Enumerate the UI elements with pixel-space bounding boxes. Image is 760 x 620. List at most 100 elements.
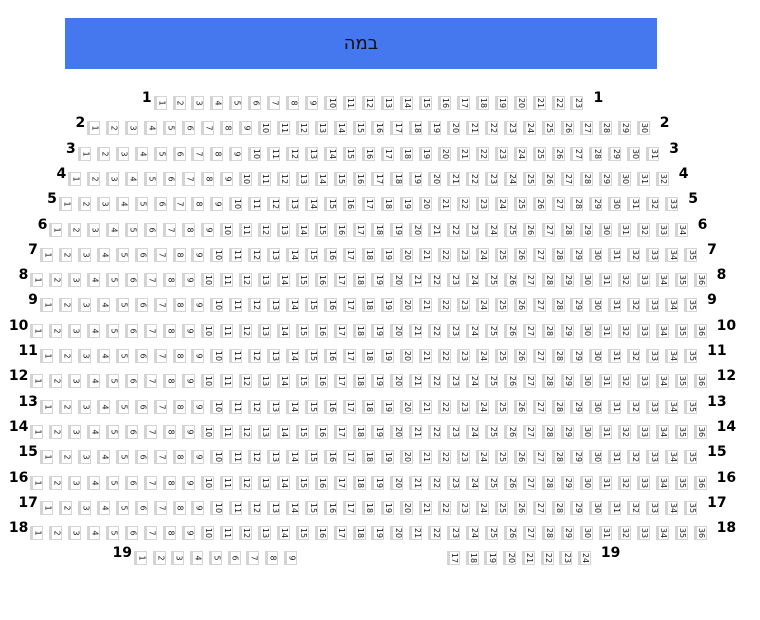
seat[interactable]: 18	[475, 96, 489, 110]
seat[interactable]: 5	[106, 374, 120, 389]
seat[interactable]: 30	[579, 424, 593, 439]
seat[interactable]: 28	[551, 349, 565, 363]
seat[interactable]: 12	[248, 450, 262, 465]
seat[interactable]: 6	[125, 374, 139, 389]
seat[interactable]: 34	[665, 500, 679, 515]
seat[interactable]: 28	[598, 121, 612, 136]
seat[interactable]: 33	[636, 424, 650, 439]
seat[interactable]: 16	[314, 323, 328, 338]
seat[interactable]: 33	[636, 526, 650, 541]
seat[interactable]: 10	[200, 424, 214, 439]
seat[interactable]: 10	[200, 374, 214, 389]
seat[interactable]: 35	[684, 500, 698, 515]
seat[interactable]: 9	[181, 273, 195, 288]
seat[interactable]: 19	[399, 197, 413, 212]
seat[interactable]: 26	[513, 450, 527, 465]
seat[interactable]: 5	[115, 500, 129, 515]
seat[interactable]: 16	[371, 121, 385, 136]
seat[interactable]: 7	[144, 323, 158, 338]
seat[interactable]: 12	[238, 526, 252, 541]
seat[interactable]: 24	[475, 349, 489, 363]
seat[interactable]: 22	[437, 399, 451, 414]
seat[interactable]: 13	[276, 222, 290, 237]
seat[interactable]: 17	[343, 450, 357, 465]
seat[interactable]: 32	[655, 171, 669, 186]
seat[interactable]: 29	[570, 450, 584, 465]
seat[interactable]: 5	[208, 551, 222, 566]
seat[interactable]: 26	[560, 121, 574, 136]
seat[interactable]: 24	[494, 197, 508, 212]
seat[interactable]: 3	[68, 475, 82, 490]
seat[interactable]: 25	[542, 121, 556, 136]
seat[interactable]: 25	[494, 247, 508, 262]
seat[interactable]: 4	[125, 171, 139, 186]
seat[interactable]: 6	[134, 450, 148, 465]
seat[interactable]: 21	[532, 96, 546, 110]
seat[interactable]: 23	[447, 273, 461, 288]
seat[interactable]: 5	[106, 424, 120, 439]
seat[interactable]: 22	[447, 222, 461, 237]
seat[interactable]: 6	[134, 298, 148, 313]
seat[interactable]: 19	[371, 323, 385, 338]
seat[interactable]: 12	[248, 247, 262, 262]
seat[interactable]: 9	[181, 374, 195, 389]
seat[interactable]: 1	[30, 475, 44, 490]
seat[interactable]: 2	[106, 121, 120, 136]
seat[interactable]: 2	[96, 146, 110, 161]
seat[interactable]: 24	[475, 298, 489, 313]
seat[interactable]: 18	[352, 526, 366, 541]
seat[interactable]: 19	[494, 96, 508, 110]
seat[interactable]: 20	[390, 273, 404, 288]
seat[interactable]: 6	[125, 273, 139, 288]
seat[interactable]: 21	[456, 146, 470, 161]
seat[interactable]: 31	[608, 349, 622, 363]
seat[interactable]: 4	[144, 121, 158, 136]
seat[interactable]: 32	[617, 475, 631, 490]
seat[interactable]: 5	[134, 197, 148, 212]
seat[interactable]: 12	[248, 349, 262, 363]
seat[interactable]: 6	[153, 197, 167, 212]
seat[interactable]: 29	[617, 121, 631, 136]
seat[interactable]: 8	[163, 374, 177, 389]
seat[interactable]: 29	[560, 374, 574, 389]
seat[interactable]: 9	[181, 526, 195, 541]
seat[interactable]: 23	[466, 222, 480, 237]
seat[interactable]: 3	[68, 424, 82, 439]
seat[interactable]: 30	[598, 222, 612, 237]
seat[interactable]: 5	[115, 298, 129, 313]
seat[interactable]: 18	[352, 424, 366, 439]
seat[interactable]: 20	[437, 146, 451, 161]
seat[interactable]: 16	[314, 273, 328, 288]
seat[interactable]: 8	[163, 273, 177, 288]
seat[interactable]: 30	[579, 526, 593, 541]
seat[interactable]: 1	[30, 273, 44, 288]
seat[interactable]: 6	[125, 475, 139, 490]
seat[interactable]: 32	[617, 323, 631, 338]
seat[interactable]: 27	[542, 222, 556, 237]
seat[interactable]: 34	[665, 247, 679, 262]
seat[interactable]: 11	[229, 349, 243, 363]
seat[interactable]: 26	[551, 146, 565, 161]
seat[interactable]: 14	[314, 171, 328, 186]
seat[interactable]: 2	[68, 222, 82, 237]
seat[interactable]: 21	[418, 247, 432, 262]
seat[interactable]: 18	[399, 146, 413, 161]
seat[interactable]: 16	[324, 399, 338, 414]
seat[interactable]: 9	[305, 96, 319, 110]
seat[interactable]: 27	[523, 526, 537, 541]
seat[interactable]: 1	[68, 171, 82, 186]
seat[interactable]: 29	[560, 526, 574, 541]
seat[interactable]: 18	[352, 273, 366, 288]
seat[interactable]: 13	[267, 450, 281, 465]
seat[interactable]: 6	[248, 96, 262, 110]
seat[interactable]: 19	[484, 551, 498, 566]
seat[interactable]: 16	[324, 298, 338, 313]
seat[interactable]: 18	[352, 374, 366, 389]
seat[interactable]: 23	[559, 551, 573, 566]
seat[interactable]: 29	[560, 273, 574, 288]
seat[interactable]: 11	[219, 475, 233, 490]
seat[interactable]: 19	[371, 273, 385, 288]
seat[interactable]: 9	[219, 171, 233, 186]
seat[interactable]: 8	[172, 349, 186, 363]
seat[interactable]: 28	[542, 475, 556, 490]
